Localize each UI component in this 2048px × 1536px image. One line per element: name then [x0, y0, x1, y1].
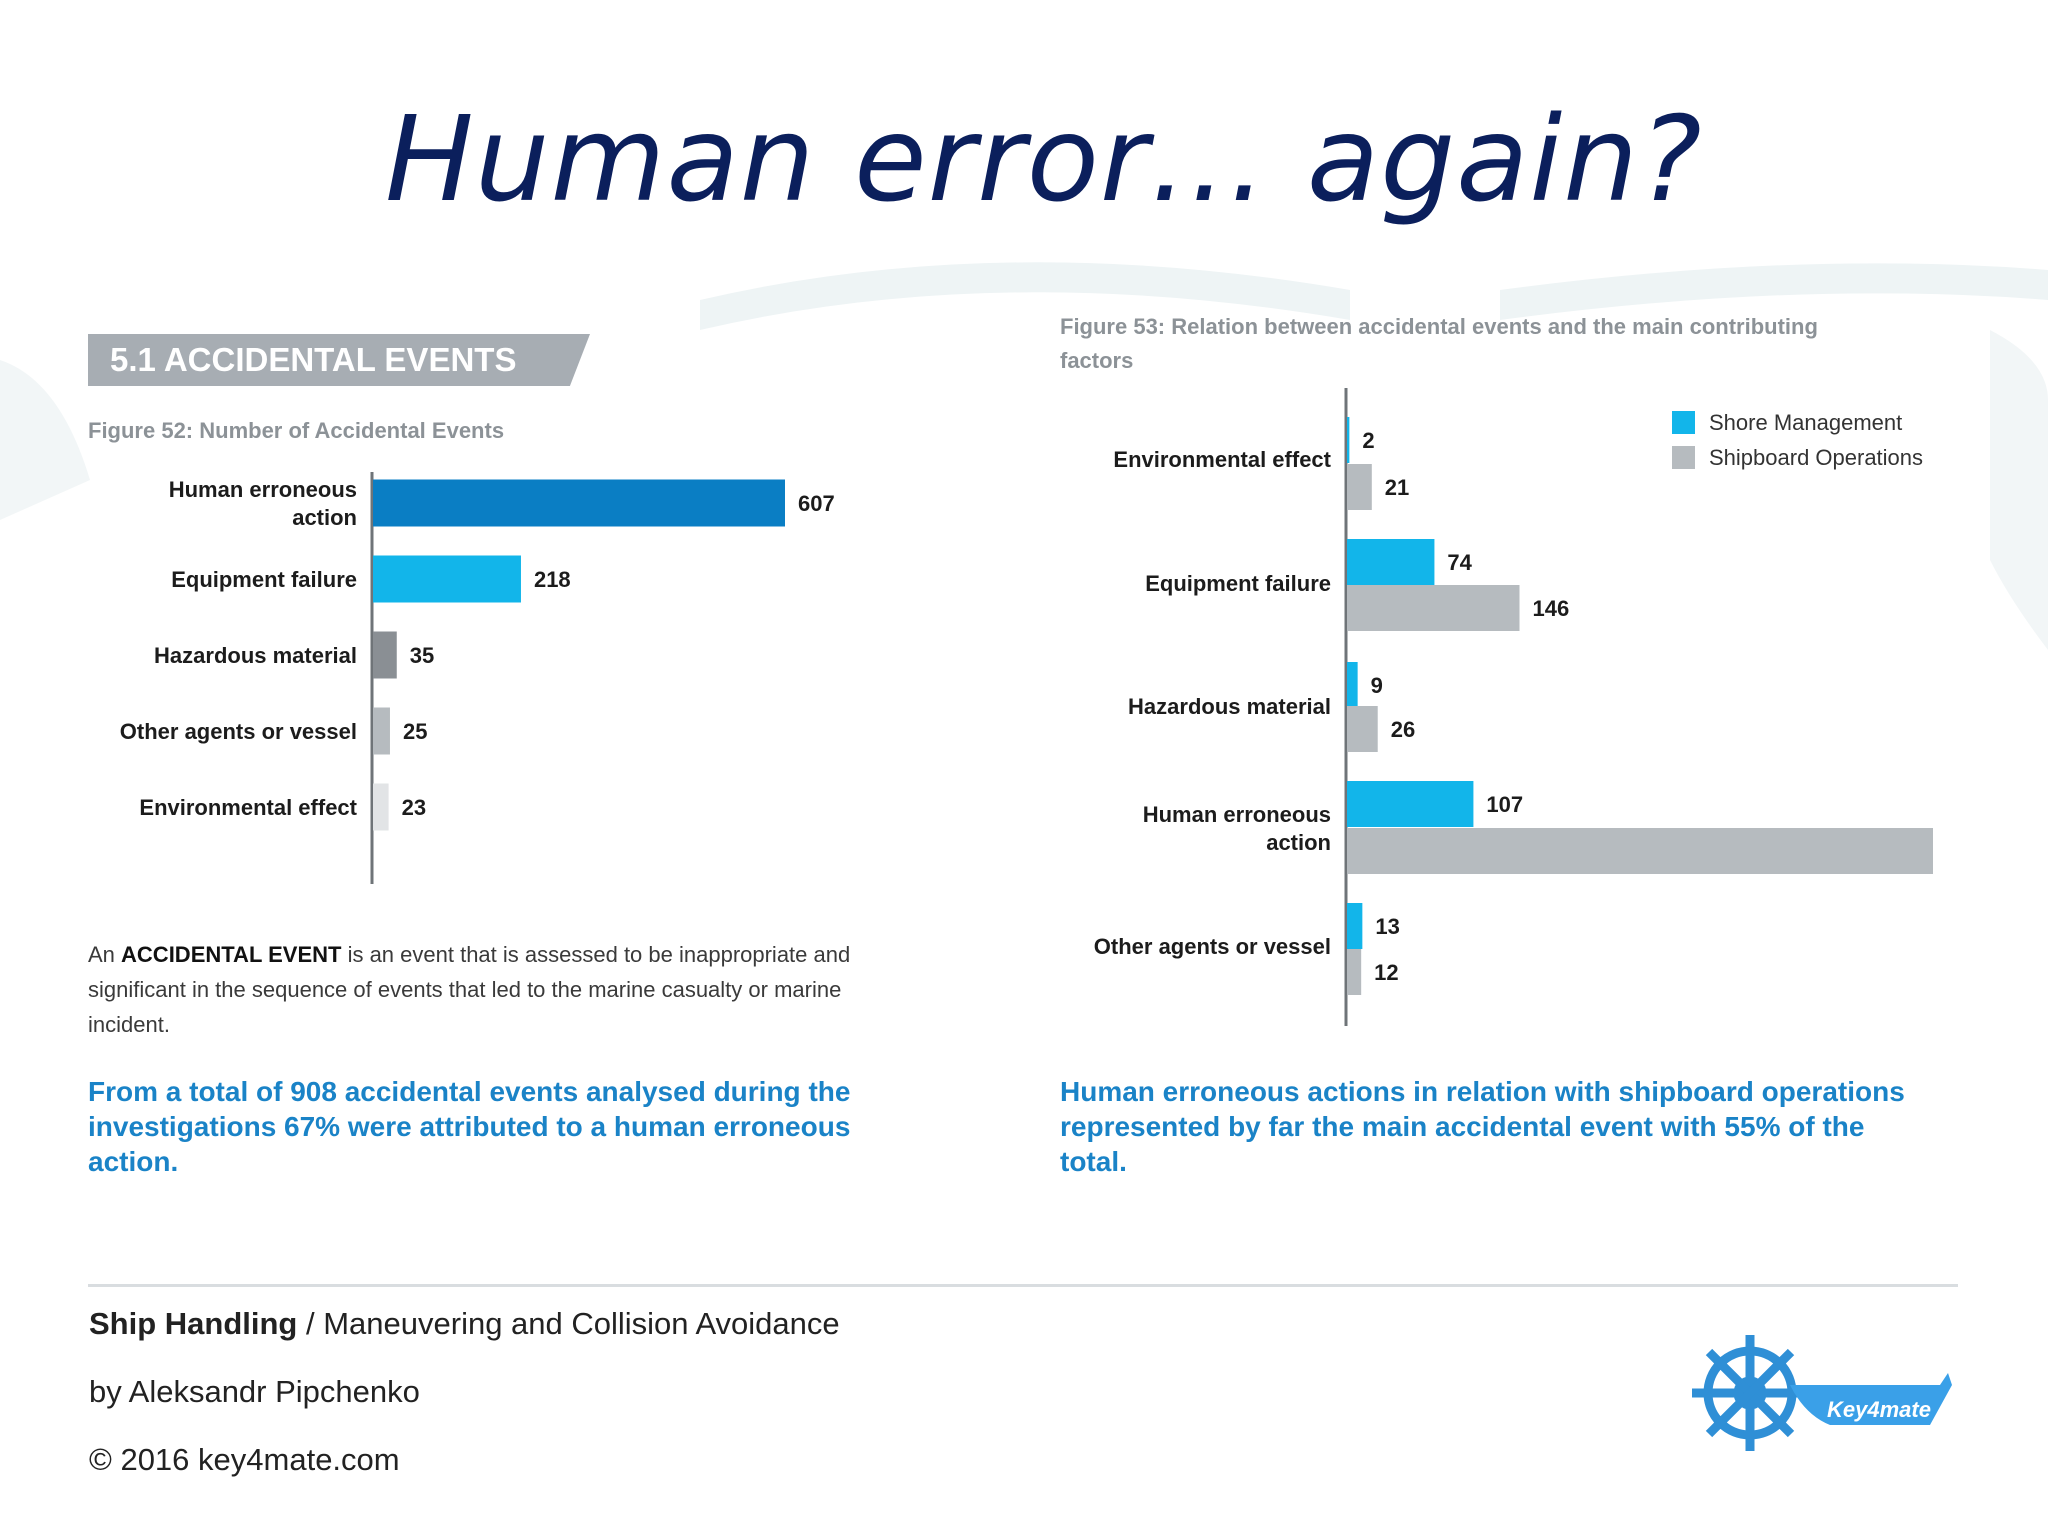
- fig53-shore-bar: [1347, 539, 1435, 585]
- accidental-event-definition: An ACCIDENTAL EVENT is an event that is …: [88, 937, 948, 1042]
- fig53-shipboard-bar: [1347, 949, 1362, 995]
- figure-52-caption: Figure 52: Number of Accidental Events: [88, 418, 505, 443]
- fig52-value-label: 218: [534, 567, 571, 592]
- fig53-shipboard-bar: [1347, 464, 1372, 510]
- fig52-bar: [373, 631, 397, 679]
- footer-course-rest: / Maneuvering and Collision Avoidance: [297, 1306, 840, 1341]
- highlight-line: action.: [88, 1146, 179, 1177]
- fig53-category-label: Human erroneous: [1143, 802, 1331, 827]
- fig53-shore-bar: [1347, 781, 1474, 827]
- fig53-shipboard-value-label: 26: [1391, 717, 1415, 742]
- definition-text: is an event that is assessed to be inapp…: [341, 942, 851, 967]
- highlight-line: represented by far the main accidental e…: [1060, 1111, 1865, 1142]
- logo-text: Key4mate: [1827, 1397, 1931, 1422]
- section-banner: 5.1 ACCIDENTAL EVENTS: [88, 334, 590, 386]
- fig52-category-label: action: [292, 505, 357, 530]
- ship-wheel-icon: [1692, 1335, 1808, 1451]
- figure-53-caption-line: Figure 53: Relation between accidental e…: [1060, 314, 1818, 339]
- fig52-category-label: Other agents or vessel: [120, 719, 357, 744]
- fig53-shipboard-value-label: 12: [1374, 960, 1398, 985]
- fig53-category-label: Hazardous material: [1128, 694, 1331, 719]
- fig53-shore-value-label: 13: [1375, 914, 1399, 939]
- legend-label-shore: Shore Management: [1709, 410, 1902, 435]
- fig52-bar: [373, 555, 521, 603]
- definition-prefix: An: [88, 942, 122, 967]
- highlight-line: investigations 67% were attributed to a …: [88, 1111, 851, 1142]
- fig53-category-label: Equipment failure: [1145, 571, 1331, 596]
- fig52-value-label: 607: [798, 491, 835, 516]
- footer-copyright: © 2016 key4mate.com: [89, 1442, 400, 1477]
- legend-label-shipboard: Shipboard Operations: [1709, 445, 1923, 470]
- fig53-shore-value-label: 9: [1371, 673, 1383, 698]
- fig53-shipboard-value-label: 146: [1532, 596, 1569, 621]
- fig53-shore-value-label: 2: [1362, 428, 1374, 453]
- fig52-bar: [373, 707, 390, 755]
- definition-text: significant in the sequence of events th…: [88, 977, 842, 1002]
- definition-term: ACCIDENTAL EVENT: [121, 942, 342, 967]
- highlight-line: From a total of 908 accidental events an…: [88, 1076, 851, 1107]
- fig52-category-label: Environmental effect: [139, 795, 357, 820]
- fig53-shore-bar: [1347, 903, 1363, 949]
- footer-course: Ship Handling / Maneuvering and Collisio…: [89, 1306, 840, 1342]
- footer-course-bold: Ship Handling: [89, 1306, 298, 1341]
- figure-53-caption-line: factors: [1060, 348, 1134, 373]
- fig53-shipboard-bar: [1347, 828, 1933, 874]
- legend-swatch-shore: [1672, 411, 1695, 434]
- fig53-category-label: action: [1266, 830, 1331, 855]
- definition-text: incident.: [88, 1012, 170, 1037]
- ship-shape-icon: [1790, 1373, 1952, 1425]
- figure-53-caption: Figure 53: Relation between accidental e…: [1060, 310, 1818, 378]
- fig53-shipboard-value-label: 21: [1385, 475, 1409, 500]
- fig53-category-label: Environmental effect: [1113, 447, 1331, 472]
- footer-divider: [88, 1284, 1958, 1287]
- fig53-shore-bar: [1347, 662, 1358, 708]
- fig53-shipboard-bar: [1347, 706, 1378, 752]
- fig52-category-label: Equipment failure: [171, 567, 357, 592]
- fig53-shore-value-label: 74: [1447, 550, 1472, 575]
- fig52-value-label: 35: [410, 643, 434, 668]
- footer-author: by Aleksandr Pipchenko: [89, 1374, 420, 1409]
- fig52-category-label: Hazardous material: [154, 643, 357, 668]
- key4mate-logo: Key4mate: [1692, 1335, 1952, 1451]
- fig53-shipboard-bar: [1347, 585, 1520, 631]
- fig52-bar: [373, 783, 389, 831]
- fig53-shore-value-label: 107: [1486, 792, 1523, 817]
- fig52-value-label: 25: [403, 719, 427, 744]
- highlight-line: Human erroneous actions in relation with…: [1060, 1076, 1905, 1107]
- highlight-line: total.: [1060, 1146, 1127, 1177]
- left-highlight-text: From a total of 908 accidental events an…: [88, 1074, 850, 1179]
- fig53-category-label: Other agents or vessel: [1094, 934, 1331, 959]
- fig53-shore-bar: [1347, 417, 1350, 463]
- slide-title: Human error… again?: [385, 90, 1703, 228]
- fig52-bar: [373, 479, 785, 527]
- right-highlight-text: Human erroneous actions in relation with…: [1060, 1074, 1905, 1179]
- fig52-value-label: 23: [402, 795, 426, 820]
- fig52-category-label: Human erroneous: [169, 477, 357, 502]
- legend-swatch-shipboard: [1672, 446, 1695, 469]
